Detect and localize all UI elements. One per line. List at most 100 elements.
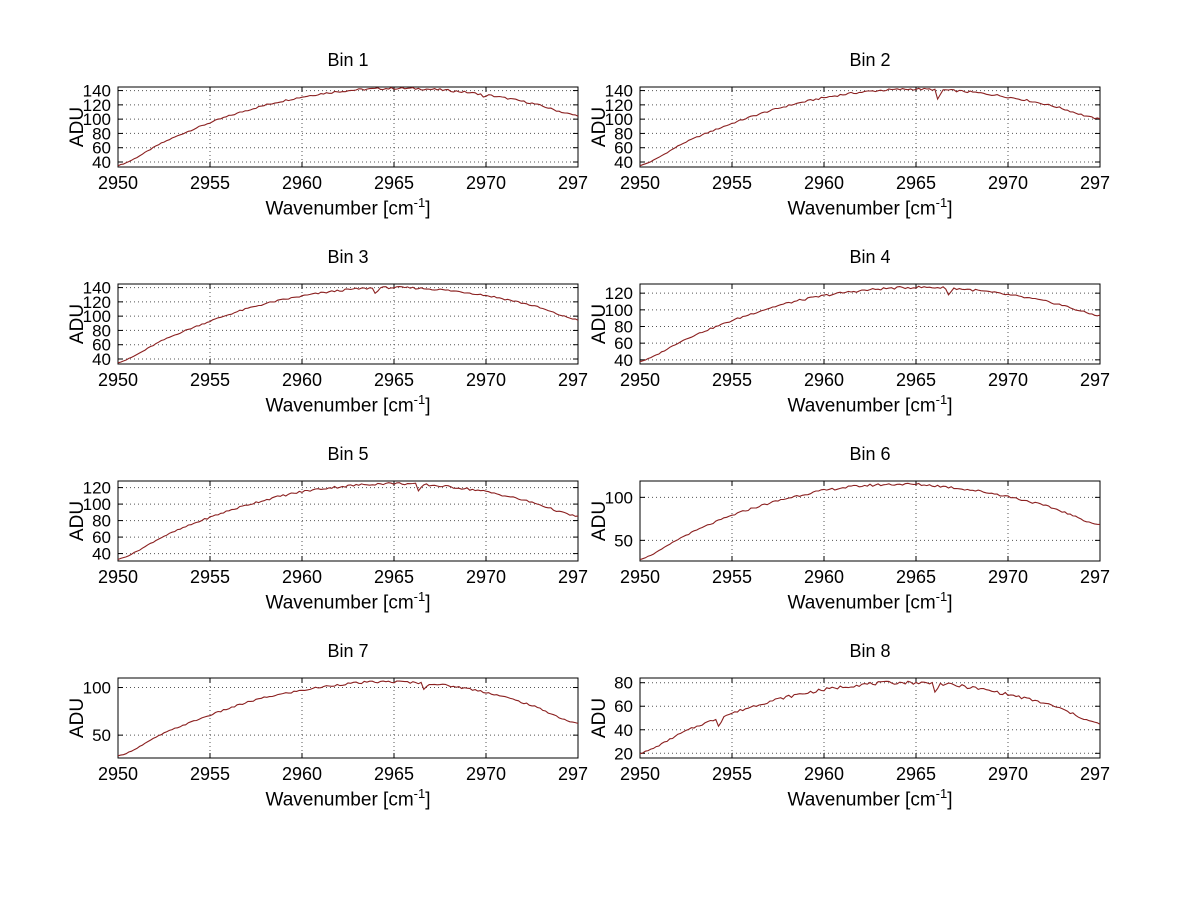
svg-text:2965: 2965	[896, 567, 936, 587]
svg-text:2965: 2965	[374, 567, 414, 587]
svg-text:60: 60	[614, 334, 633, 353]
svg-text:2955: 2955	[712, 173, 752, 193]
subplot-title: Bin 7	[327, 641, 369, 661]
svg-text:2950: 2950	[98, 370, 138, 390]
svg-text:100: 100	[83, 307, 111, 326]
svg-text:2960: 2960	[804, 567, 844, 587]
y-axis-label: ADU	[67, 697, 88, 739]
svg-text:2970: 2970	[988, 764, 1028, 784]
subplot-title: Bin 1	[327, 50, 369, 70]
subplot-bin-7: Bin 7 ADU 29502955296029652970297550100 …	[48, 636, 588, 832]
svg-text:2970: 2970	[466, 764, 506, 784]
svg-text:2950: 2950	[620, 567, 660, 587]
svg-text:2950: 2950	[98, 764, 138, 784]
svg-text:2955: 2955	[190, 173, 230, 193]
x-axis-label: Wavenumber [cm-1]	[787, 589, 953, 614]
subplot-title: Bin 2	[849, 50, 891, 70]
svg-text:2950: 2950	[98, 567, 138, 587]
y-axis-label: ADU	[589, 500, 610, 542]
svg-text:40: 40	[92, 350, 111, 369]
svg-text:40: 40	[614, 153, 633, 172]
y-axis-label: ADU	[589, 697, 610, 739]
svg-text:2970: 2970	[988, 370, 1028, 390]
svg-text:2960: 2960	[804, 764, 844, 784]
svg-text:80: 80	[92, 512, 111, 531]
svg-text:2950: 2950	[620, 764, 660, 784]
svg-text:80: 80	[92, 124, 111, 143]
svg-text:40: 40	[92, 153, 111, 172]
svg-text:2960: 2960	[282, 764, 322, 784]
svg-text:80: 80	[614, 674, 633, 693]
y-axis-label: ADU	[67, 500, 88, 542]
svg-text:50: 50	[614, 531, 633, 550]
subplot-title: Bin 4	[849, 247, 891, 267]
svg-text:100: 100	[605, 488, 633, 507]
svg-text:140: 140	[83, 279, 111, 298]
svg-text:60: 60	[92, 139, 111, 158]
svg-text:60: 60	[92, 528, 111, 547]
svg-text:2970: 2970	[466, 567, 506, 587]
subplot-title: Bin 5	[327, 444, 369, 464]
x-axis-label: Wavenumber [cm-1]	[787, 392, 953, 417]
svg-text:60: 60	[614, 697, 633, 716]
svg-text:140: 140	[83, 82, 111, 101]
x-axis-label: Wavenumber [cm-1]	[265, 195, 431, 220]
x-axis-label: Wavenumber [cm-1]	[265, 786, 431, 811]
svg-text:2965: 2965	[896, 173, 936, 193]
subplot-title: Bin 8	[849, 641, 891, 661]
svg-text:120: 120	[605, 284, 633, 303]
svg-text:2970: 2970	[988, 173, 1028, 193]
svg-text:2950: 2950	[620, 370, 660, 390]
svg-text:100: 100	[83, 679, 111, 698]
svg-text:2955: 2955	[712, 370, 752, 390]
svg-text:20: 20	[614, 744, 633, 763]
svg-text:2955: 2955	[190, 567, 230, 587]
svg-text:2960: 2960	[804, 370, 844, 390]
svg-text:2960: 2960	[282, 370, 322, 390]
svg-text:2955: 2955	[712, 567, 752, 587]
x-axis-label: Wavenumber [cm-1]	[265, 589, 431, 614]
svg-text:2965: 2965	[896, 764, 936, 784]
svg-text:100: 100	[605, 110, 633, 129]
svg-text:60: 60	[614, 139, 633, 158]
svg-text:100: 100	[605, 301, 633, 320]
svg-text:80: 80	[92, 321, 111, 340]
svg-text:140: 140	[605, 82, 633, 101]
svg-text:80: 80	[614, 124, 633, 143]
svg-text:60: 60	[92, 336, 111, 355]
svg-text:2955: 2955	[712, 764, 752, 784]
svg-text:2960: 2960	[804, 173, 844, 193]
svg-text:80: 80	[614, 318, 633, 337]
svg-text:2965: 2965	[374, 173, 414, 193]
svg-text:2955: 2955	[190, 370, 230, 390]
svg-text:2970: 2970	[466, 173, 506, 193]
svg-text:2950: 2950	[620, 173, 660, 193]
svg-text:120: 120	[83, 479, 111, 498]
y-axis-label: ADU	[67, 106, 88, 148]
svg-text:2965: 2965	[374, 370, 414, 390]
svg-text:120: 120	[605, 96, 633, 115]
svg-text:2950: 2950	[98, 173, 138, 193]
subplot-bin-6: Bin 6 ADU 29502955296029652970297550100 …	[570, 439, 1110, 635]
svg-text:100: 100	[83, 495, 111, 514]
y-axis-label: ADU	[589, 303, 610, 345]
y-axis-label: ADU	[589, 106, 610, 148]
x-axis-label: Wavenumber [cm-1]	[265, 392, 431, 417]
